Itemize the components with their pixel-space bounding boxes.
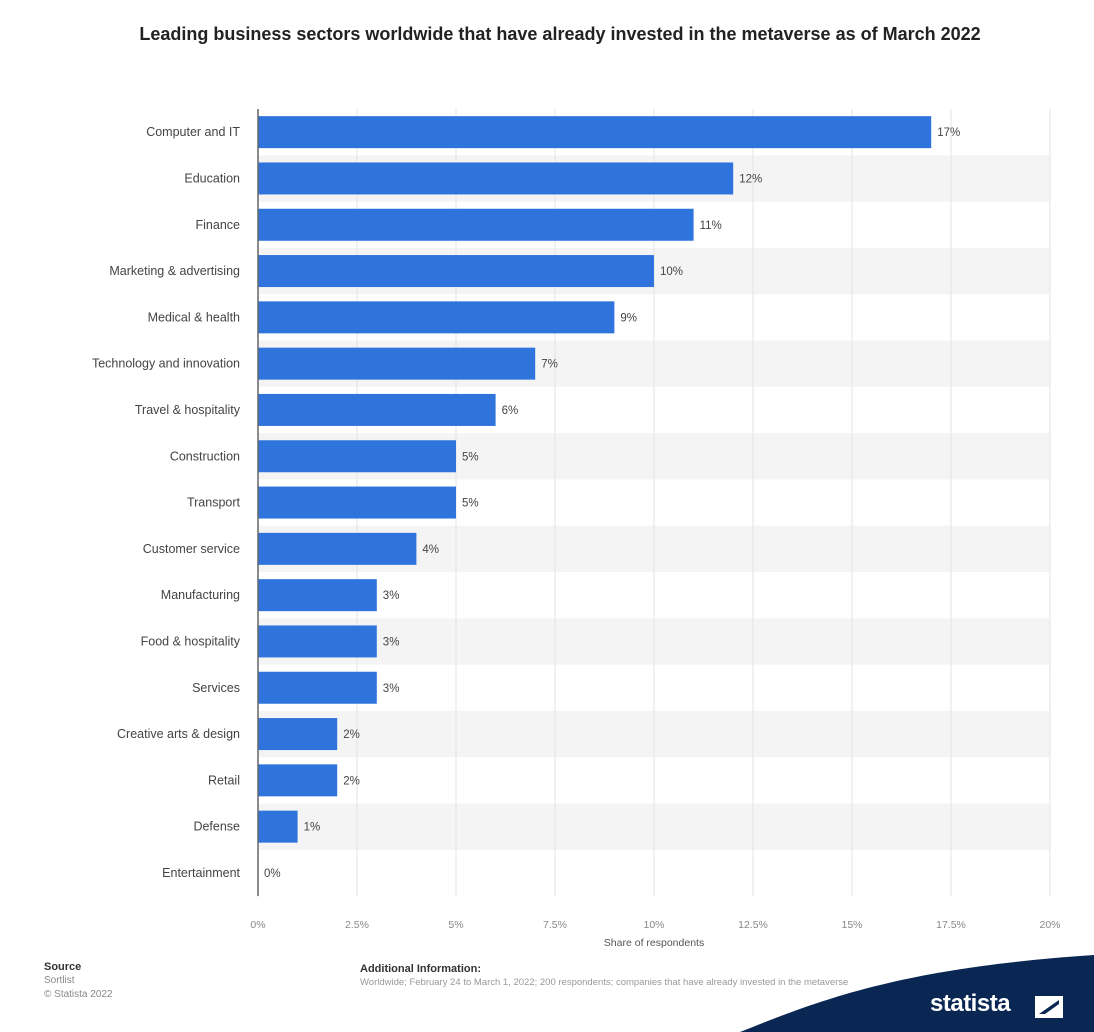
data-label: 5%	[462, 498, 479, 510]
category-label: Education	[184, 171, 240, 185]
additional-info-heading: Additional Information:	[360, 963, 481, 975]
source-heading: Source	[44, 961, 82, 973]
bar	[258, 486, 456, 519]
copyright: © Statista 2022	[44, 989, 113, 1000]
category-label: Entertainment	[162, 866, 240, 880]
category-label: Retail	[208, 773, 240, 787]
x-tick-label: 0%	[250, 919, 265, 931]
data-label: 6%	[502, 405, 519, 417]
data-label: 1%	[304, 822, 321, 834]
x-tick-label: 15%	[841, 919, 862, 931]
data-label: 10%	[660, 266, 683, 278]
data-label: 12%	[739, 173, 762, 185]
x-tick-label: 17.5%	[936, 919, 966, 931]
category-label: Food & hospitality	[141, 634, 241, 648]
statista-logo[interactable]: statista	[930, 990, 1011, 1017]
data-label: 3%	[383, 636, 400, 648]
category-label: Customer service	[143, 542, 240, 556]
bar	[258, 718, 338, 751]
category-label: Travel & hospitality	[135, 403, 241, 417]
bar	[258, 347, 536, 380]
bar	[258, 764, 338, 797]
data-label: 4%	[422, 544, 439, 556]
source-name[interactable]: Sortlist	[44, 975, 75, 986]
category-label: Construction	[170, 449, 240, 463]
data-label: 3%	[383, 683, 400, 695]
x-tick-label: 2.5%	[345, 919, 369, 931]
data-label: 5%	[462, 451, 479, 463]
category-label: Defense	[193, 820, 240, 834]
category-label: Medical & health	[148, 310, 240, 324]
bar	[258, 671, 377, 704]
source-block: Source Sortlist © Statista 2022	[44, 960, 113, 1002]
category-label: Finance	[196, 218, 241, 232]
bar	[258, 162, 734, 195]
additional-info-text: Worldwide; February 24 to March 1, 2022;…	[360, 977, 849, 988]
statista-logo-icon	[1035, 996, 1063, 1018]
category-label: Technology and innovation	[92, 357, 240, 371]
category-label: Creative arts & design	[117, 727, 240, 741]
bar	[258, 393, 496, 426]
bar	[258, 440, 456, 473]
category-label: Computer and IT	[146, 125, 240, 139]
data-label: 2%	[343, 729, 360, 741]
bar	[258, 532, 417, 565]
data-label: 0%	[264, 868, 281, 880]
data-label: 7%	[541, 359, 558, 371]
category-label: Manufacturing	[161, 588, 240, 602]
category-label: Marketing & advertising	[109, 264, 240, 278]
bar	[258, 116, 932, 149]
data-label: 11%	[700, 220, 722, 232]
bar	[258, 208, 694, 241]
additional-info-block: Additional Information: Worldwide; Febru…	[360, 962, 960, 990]
data-label: 2%	[343, 775, 360, 787]
bar	[258, 301, 615, 334]
bar	[258, 579, 377, 612]
x-tick-label: 5%	[448, 919, 463, 931]
x-tick-label: 12.5%	[738, 919, 768, 931]
x-tick-label: 7.5%	[543, 919, 567, 931]
bar	[258, 810, 298, 843]
x-tick-label: 10%	[643, 919, 664, 931]
x-axis-title: Share of respondents	[604, 937, 704, 949]
data-label: 9%	[620, 312, 637, 324]
x-tick-label: 20%	[1039, 919, 1060, 931]
bar	[258, 625, 377, 658]
data-label: 3%	[383, 590, 400, 602]
data-label: 17%	[937, 127, 960, 139]
category-label: Transport	[187, 496, 241, 510]
category-label: Services	[192, 681, 240, 695]
bar	[258, 255, 654, 288]
chart-title: Leading business sectors worldwide that …	[139, 24, 981, 44]
